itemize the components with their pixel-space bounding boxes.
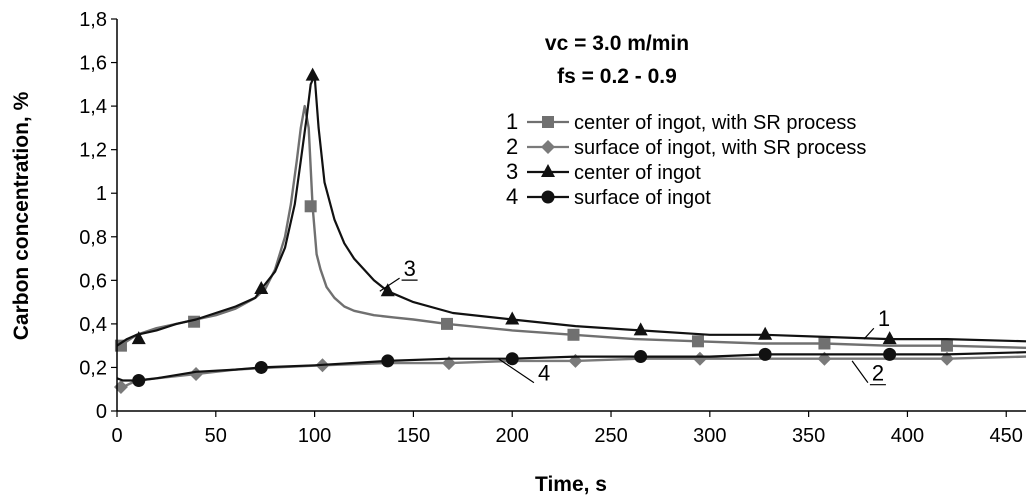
data-point-1 bbox=[304, 200, 317, 213]
data-point-3 bbox=[633, 322, 648, 336]
callout-label-2: 2 bbox=[872, 361, 884, 386]
x-tick-label: 350 bbox=[792, 425, 825, 447]
series-line-1 bbox=[116, 104, 1027, 349]
y-tick-label: 1,4 bbox=[79, 96, 107, 118]
x-tick-label: 150 bbox=[397, 425, 430, 447]
annotation-fraction: fs = 0.2 - 0.9 bbox=[557, 65, 677, 88]
y-tick-label: 0,6 bbox=[79, 270, 107, 292]
y-axis-label: Carbon concentration, % bbox=[10, 91, 33, 340]
legend-number: 4 bbox=[506, 184, 518, 209]
legend-number: 2 bbox=[506, 134, 518, 159]
data-point-3 bbox=[131, 331, 146, 345]
callout-label-1: 1 bbox=[878, 306, 890, 331]
axes: 0 0,2 0,4 0,6 0,8 1 1,2 1,4 1,6 1,8 0 50 100 150 200 25… bbox=[79, 9, 1026, 447]
data-point-3 bbox=[254, 281, 269, 295]
callout-leader-1 bbox=[863, 327, 875, 340]
data-point-1 bbox=[114, 339, 127, 352]
callout-group: 1 2 3 4 bbox=[379, 256, 890, 386]
annotation-velocity: vc = 3.0 m/min bbox=[545, 32, 689, 55]
data-point-4 bbox=[883, 347, 897, 361]
legend-label: center of ingot, with SR process bbox=[574, 112, 856, 134]
data-point-3 bbox=[305, 67, 320, 81]
y-tick-label: 0,2 bbox=[79, 357, 107, 379]
y-tick-label: 1 bbox=[96, 183, 107, 205]
y-tick-label: 1,2 bbox=[79, 140, 107, 162]
series-line-3 bbox=[116, 74, 1027, 347]
series-group bbox=[113, 67, 1027, 395]
y-tick-label: 0,8 bbox=[79, 227, 107, 249]
data-point-2 bbox=[113, 380, 128, 395]
x-tick-label: 50 bbox=[205, 425, 227, 447]
legend-label: surface of ingot bbox=[574, 187, 711, 209]
x-tick-label: 400 bbox=[891, 425, 924, 447]
data-point-4 bbox=[634, 350, 648, 364]
y-tick-label: 1,6 bbox=[79, 53, 107, 75]
callout-label-3: 3 bbox=[404, 256, 416, 281]
x-axis-label: Time, s bbox=[535, 473, 607, 496]
legend-marker-square bbox=[542, 116, 554, 128]
data-point-4 bbox=[505, 352, 519, 366]
data-point-3 bbox=[882, 331, 897, 345]
data-point-4 bbox=[132, 374, 146, 388]
y-tick-label: 0 bbox=[96, 401, 107, 423]
legend-marker-circle bbox=[541, 190, 555, 204]
y-tick-label: 1,8 bbox=[79, 9, 107, 31]
legend-number: 1 bbox=[506, 109, 518, 134]
data-point-3 bbox=[505, 311, 520, 325]
callout-label-4: 4 bbox=[538, 361, 550, 386]
legend: 1 center of ingot, with SR process 2 surfac… bbox=[506, 109, 866, 209]
data-point-1 bbox=[691, 335, 704, 348]
legend-label: center of ingot bbox=[574, 162, 701, 184]
callout-leader-2 bbox=[851, 360, 869, 384]
x-tick-label: 0 bbox=[111, 425, 122, 447]
legend-number: 3 bbox=[506, 159, 518, 184]
data-point-1 bbox=[818, 337, 831, 350]
data-point-4 bbox=[254, 360, 268, 374]
x-tick-label: 250 bbox=[594, 425, 627, 447]
data-point-3 bbox=[380, 283, 395, 297]
data-point-2 bbox=[189, 366, 204, 381]
legend-marker-diamond bbox=[541, 140, 555, 154]
data-point-1 bbox=[441, 317, 454, 330]
legend-marker-triangle bbox=[541, 164, 555, 177]
x-tick-label: 200 bbox=[496, 425, 529, 447]
data-point-4 bbox=[381, 354, 395, 368]
data-point-1 bbox=[567, 328, 580, 341]
x-tick-label: 450 bbox=[990, 425, 1023, 447]
data-point-1 bbox=[940, 339, 953, 352]
legend-label: surface of ingot, with SR process bbox=[574, 137, 866, 159]
series-line-4 bbox=[116, 351, 1027, 382]
x-tick-label: 300 bbox=[693, 425, 726, 447]
y-tick-label: 0,4 bbox=[79, 314, 107, 336]
callout-leader-3 bbox=[379, 277, 400, 292]
x-tick-label: 100 bbox=[298, 425, 331, 447]
data-point-4 bbox=[758, 347, 772, 361]
data-point-2 bbox=[692, 351, 707, 366]
callout-leader-4 bbox=[498, 358, 535, 384]
data-point-3 bbox=[758, 326, 773, 340]
